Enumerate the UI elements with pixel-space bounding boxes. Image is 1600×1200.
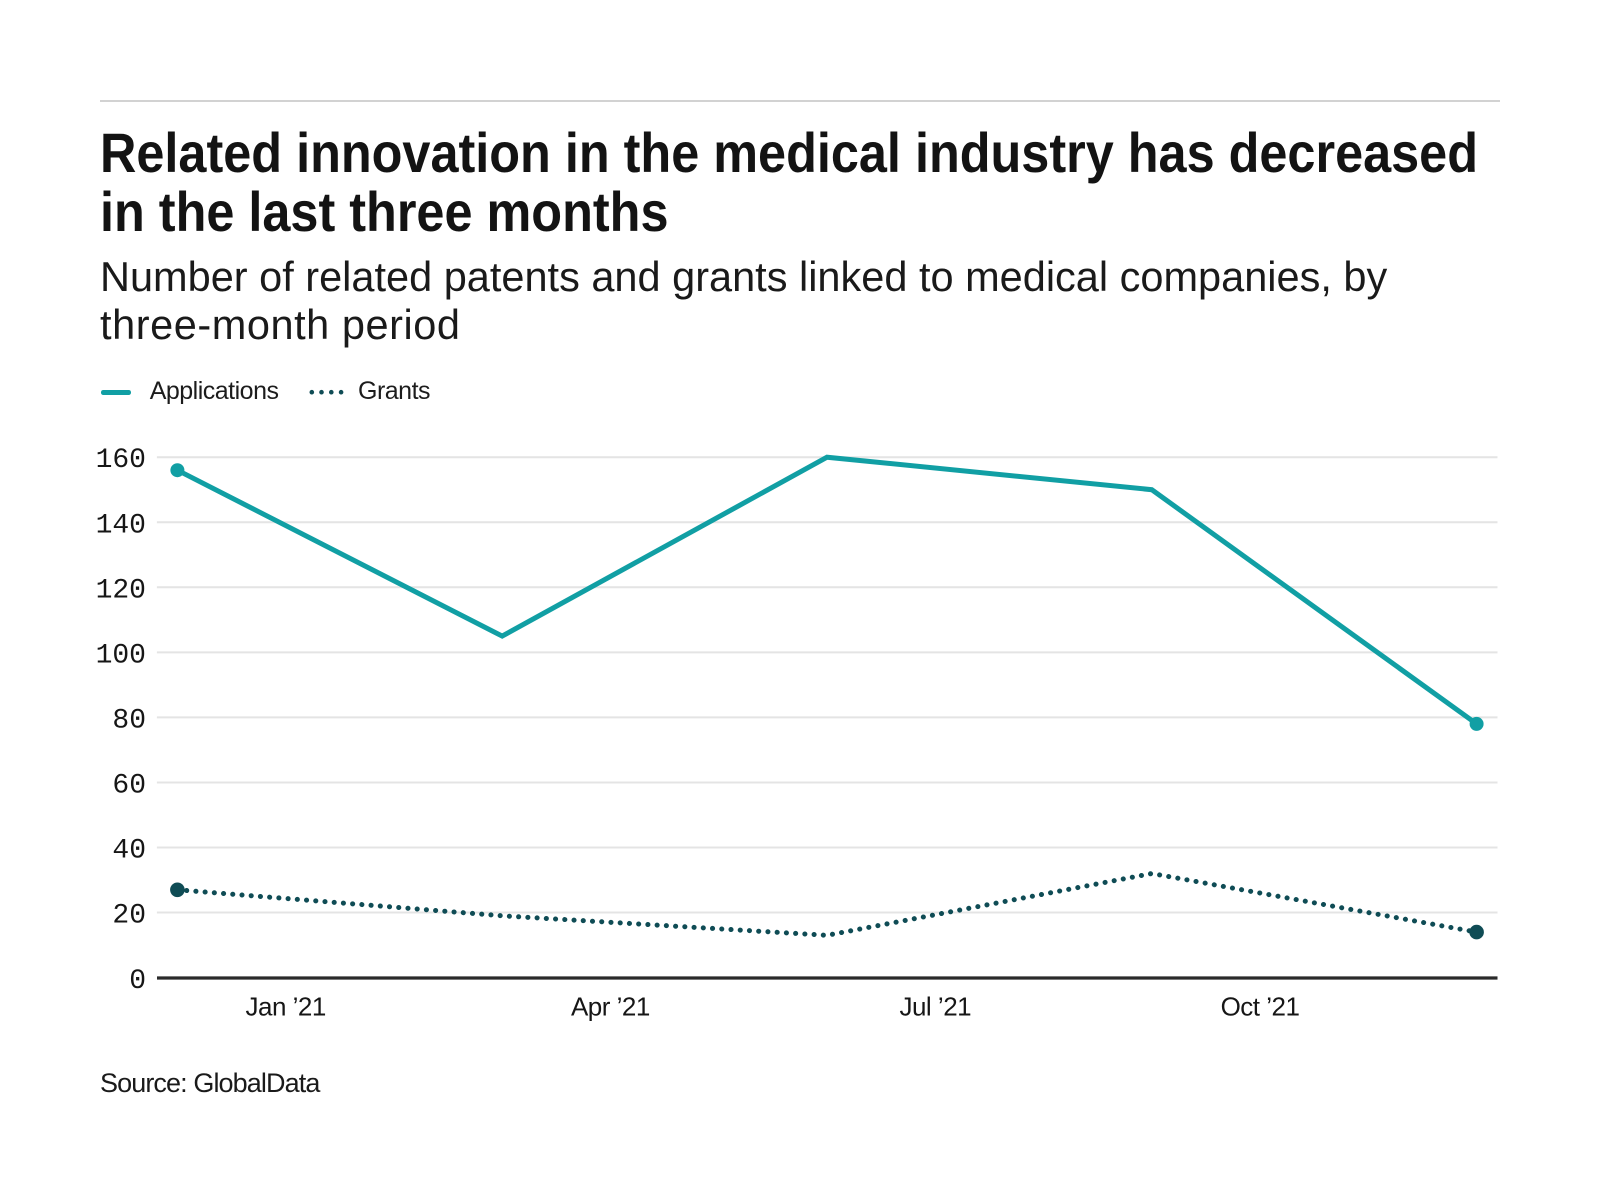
svg-text:80: 80 bbox=[112, 705, 146, 736]
svg-text:140: 140 bbox=[96, 510, 146, 541]
svg-text:Oct ’21: Oct ’21 bbox=[1221, 991, 1300, 1021]
svg-text:60: 60 bbox=[112, 771, 146, 802]
svg-text:120: 120 bbox=[96, 575, 146, 606]
svg-text:Apr ’21: Apr ’21 bbox=[571, 991, 650, 1021]
svg-text:Jan ’21: Jan ’21 bbox=[246, 991, 326, 1021]
svg-text:20: 20 bbox=[112, 901, 146, 932]
svg-text:Jul ’21: Jul ’21 bbox=[899, 991, 971, 1021]
svg-text:100: 100 bbox=[96, 640, 146, 671]
svg-text:160: 160 bbox=[96, 445, 146, 476]
svg-text:40: 40 bbox=[112, 836, 146, 867]
svg-text:0: 0 bbox=[129, 966, 146, 997]
